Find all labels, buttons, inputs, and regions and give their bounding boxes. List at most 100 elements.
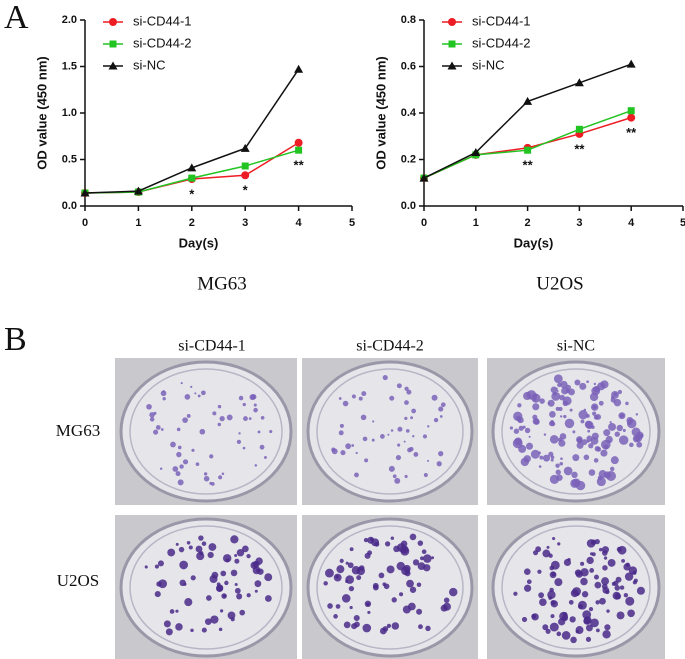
- colony: [600, 449, 608, 457]
- colony: [636, 586, 645, 595]
- y-tick-label: 0.8: [401, 14, 416, 26]
- colony: [409, 446, 414, 452]
- colony: [406, 579, 414, 588]
- marker: [80, 188, 90, 197]
- colony: [179, 464, 184, 469]
- colony: [363, 537, 369, 543]
- colony: [216, 582, 221, 587]
- colony: [549, 565, 555, 571]
- colony: [590, 437, 599, 445]
- colony: [175, 609, 179, 613]
- colony: [416, 608, 423, 615]
- colony: [443, 597, 450, 603]
- colony: [636, 441, 643, 448]
- colony: [190, 575, 196, 581]
- colony: [588, 424, 593, 429]
- colony: [559, 461, 564, 466]
- colony: [530, 449, 540, 459]
- colony: [583, 617, 591, 625]
- colony: [327, 603, 333, 609]
- colony: [600, 380, 609, 389]
- colony: [524, 427, 531, 434]
- colony: [575, 480, 586, 491]
- colony: [588, 443, 594, 449]
- marker: [626, 59, 636, 68]
- y-tick-label: 0.0: [62, 200, 77, 212]
- colony: [617, 389, 623, 395]
- colony: [404, 416, 408, 420]
- y-tick-label: 1.5: [62, 60, 77, 72]
- colony: [353, 614, 360, 622]
- colony: [339, 558, 344, 563]
- legend-label: si-CD44-2: [133, 35, 192, 50]
- colony: [221, 472, 225, 476]
- colony: [588, 607, 594, 612]
- colony: [391, 622, 400, 630]
- colony: [603, 429, 611, 437]
- colony: [252, 566, 261, 575]
- colony: [607, 558, 616, 567]
- colony: [242, 402, 246, 407]
- colony: [585, 624, 593, 632]
- colony: [590, 403, 599, 411]
- colony: [345, 561, 349, 565]
- colony: [246, 593, 251, 598]
- plate-photo: [487, 358, 665, 505]
- colony: [528, 435, 531, 438]
- colony: [622, 428, 626, 432]
- colony: [610, 396, 614, 400]
- x-axis-label: Day(s): [179, 235, 219, 250]
- colony: [197, 394, 201, 398]
- colony: [404, 386, 409, 391]
- colony: [412, 559, 420, 566]
- colony: [238, 432, 241, 435]
- colony: [564, 418, 575, 429]
- colony: [593, 385, 600, 393]
- colony: [216, 584, 224, 592]
- colony: [198, 535, 204, 541]
- colony: [548, 451, 554, 457]
- colony: [549, 411, 556, 418]
- colony: [255, 557, 263, 565]
- colony: [547, 399, 555, 407]
- colony: [616, 611, 625, 620]
- plate-column-label: si-NC: [557, 338, 595, 355]
- colony: [155, 425, 161, 430]
- colony: [539, 598, 547, 607]
- colony: [548, 420, 555, 427]
- colony: [533, 550, 539, 556]
- legend-label: si-NC: [472, 57, 505, 72]
- colony: [170, 441, 176, 448]
- colony: [206, 595, 212, 601]
- colony: [557, 542, 561, 546]
- y-tick-label: 0.6: [401, 60, 416, 72]
- colony: [236, 593, 243, 600]
- plate-dish: [306, 360, 474, 503]
- colony: [238, 395, 244, 401]
- colony: [423, 554, 432, 563]
- colony: [601, 550, 608, 556]
- colony: [549, 622, 559, 632]
- colony: [195, 545, 203, 553]
- colony: [177, 479, 184, 486]
- marker: [241, 162, 249, 170]
- annotation: **: [294, 158, 305, 173]
- colony: [149, 417, 155, 422]
- plate-column-label: si-CD44-2: [356, 338, 424, 355]
- colony: [242, 446, 246, 450]
- marker: [627, 107, 635, 115]
- colony: [601, 577, 610, 586]
- colony: [253, 403, 257, 407]
- colony: [433, 417, 439, 423]
- colony: [590, 552, 594, 556]
- plate-rim: [316, 525, 464, 650]
- colony: [539, 455, 544, 460]
- plate-rim: [129, 525, 283, 650]
- colony: [416, 582, 422, 588]
- colony: [349, 605, 353, 610]
- colony: [190, 385, 193, 388]
- colony: [549, 435, 559, 444]
- plate-photo: [115, 515, 297, 659]
- colony: [154, 564, 160, 569]
- colony: [589, 568, 595, 573]
